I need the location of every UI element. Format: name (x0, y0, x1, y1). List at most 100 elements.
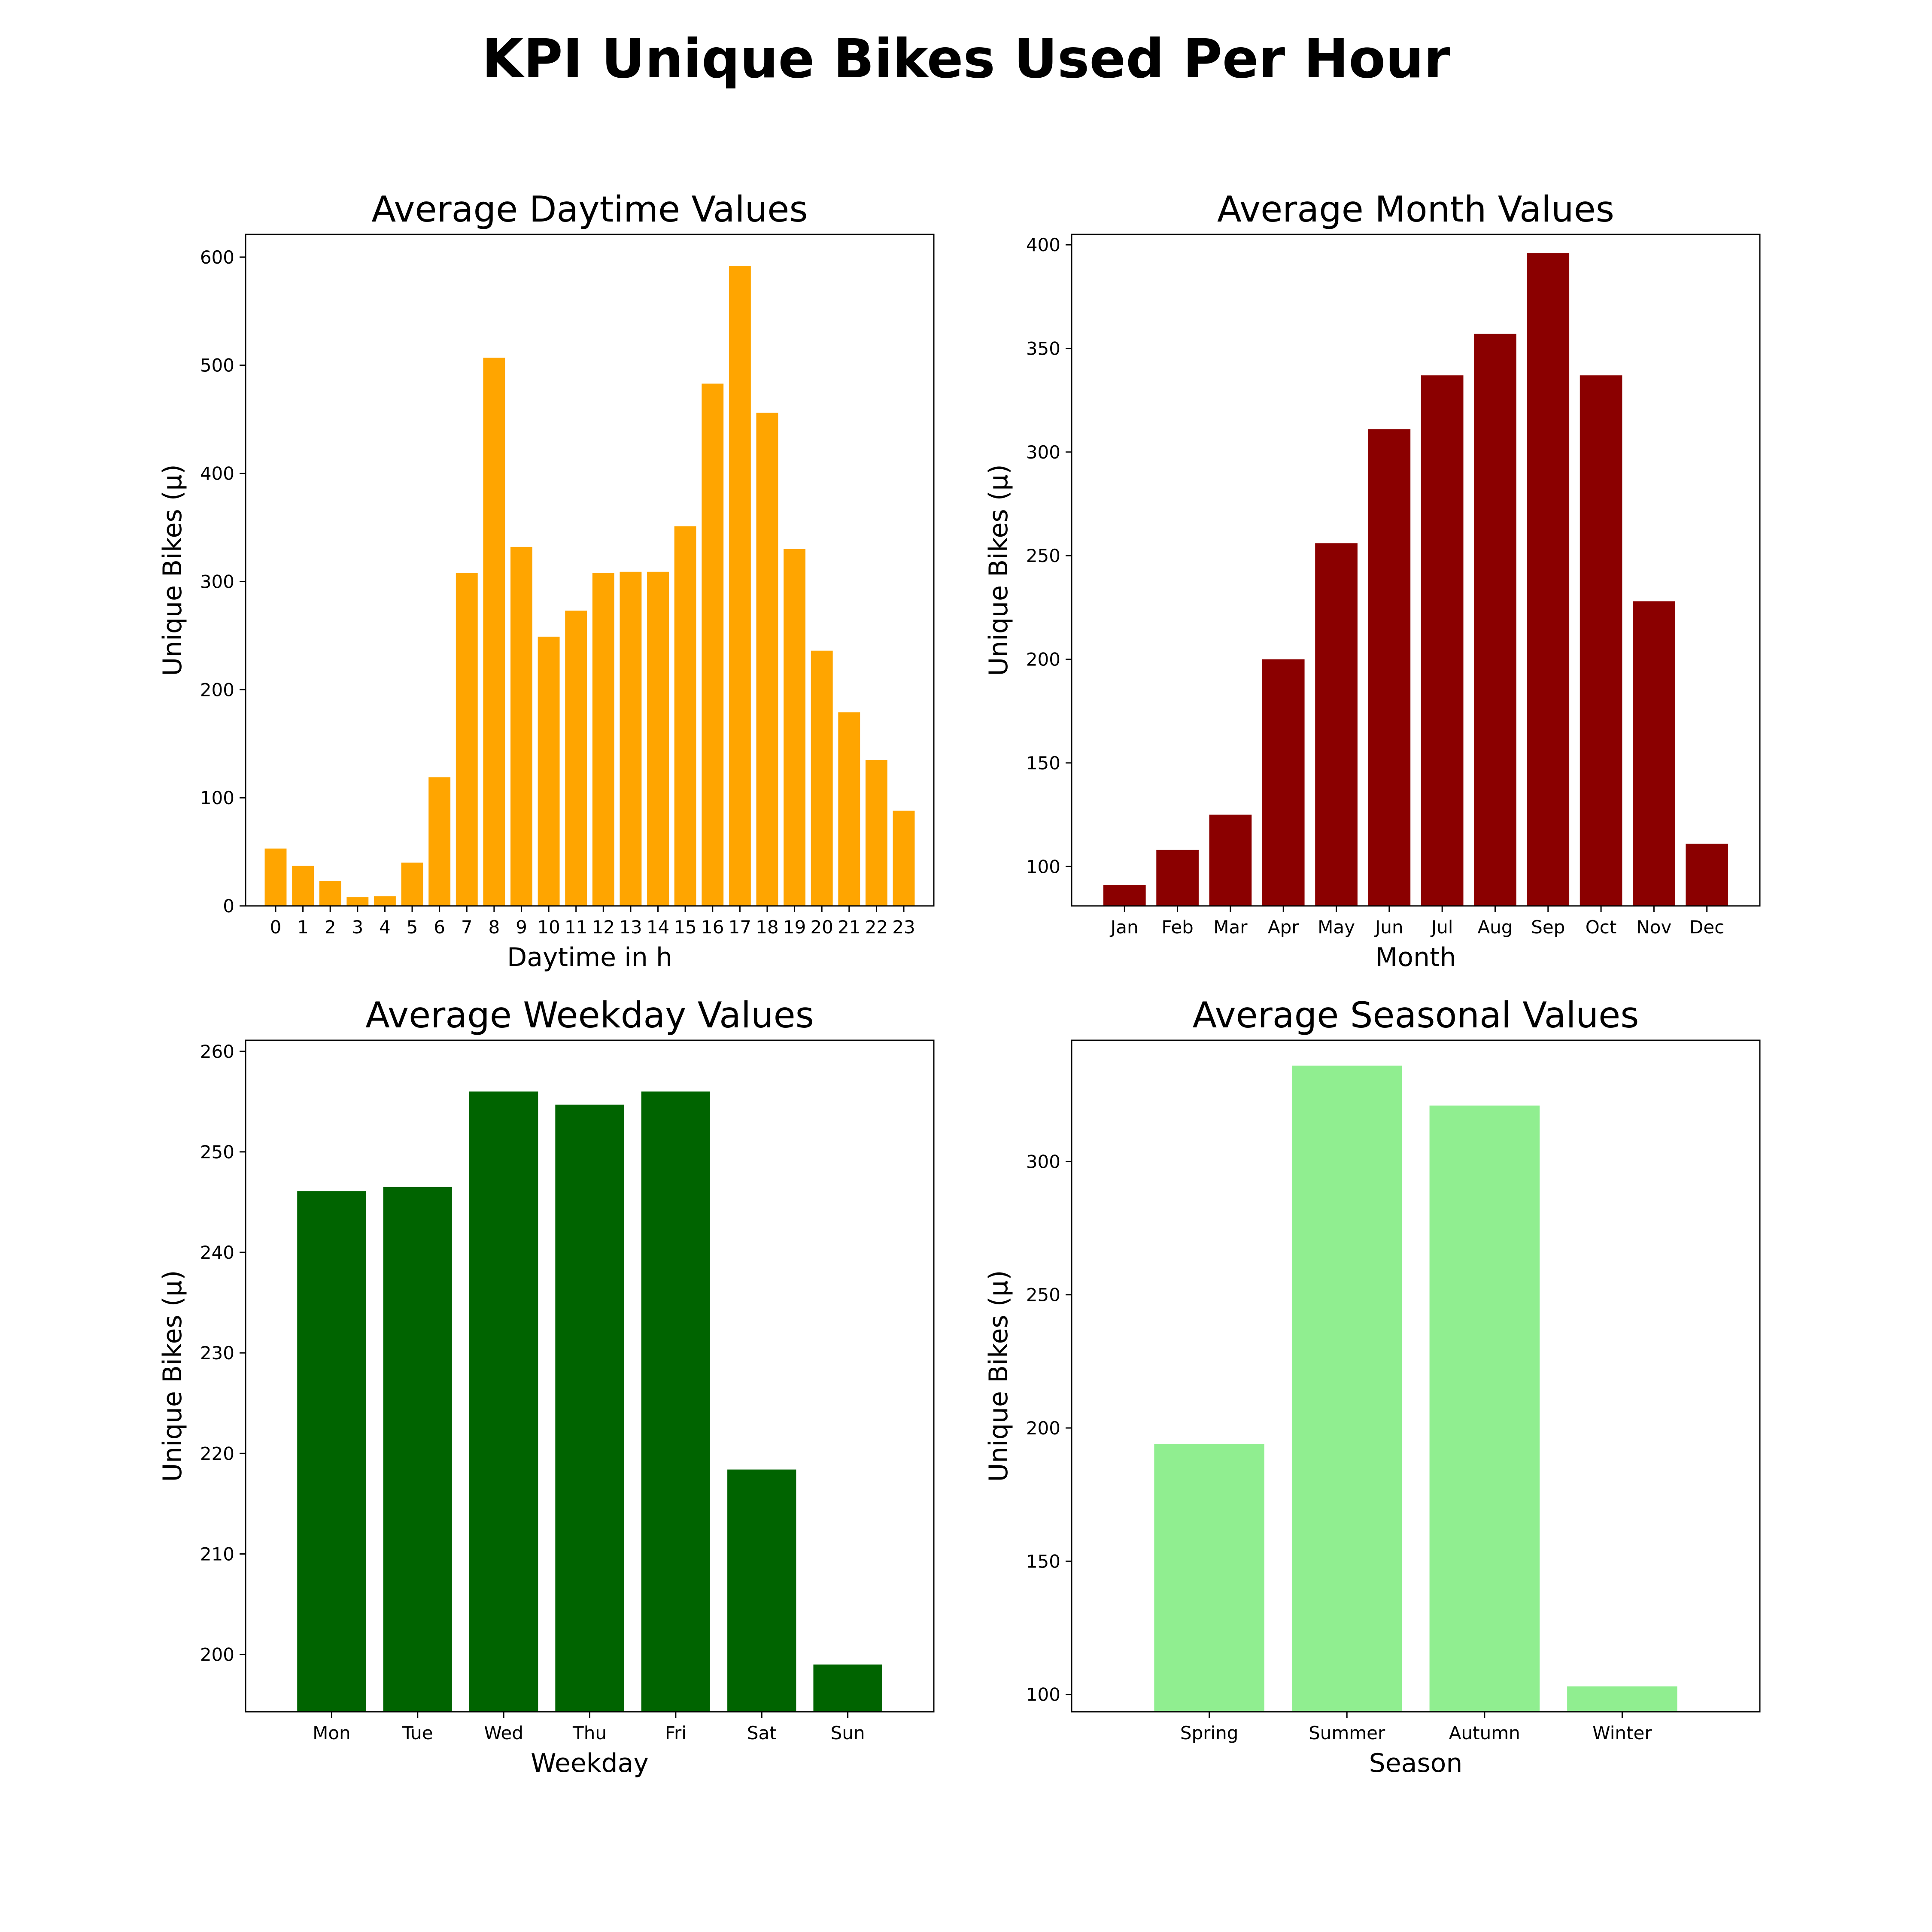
y-tick-label-daytime: 200 (200, 679, 234, 700)
x-tick-label-daytime: 1 (297, 917, 309, 938)
bar-daytime-23 (893, 811, 915, 906)
y-tick-label-season: 300 (1026, 1151, 1060, 1172)
bar-month-nov (1633, 601, 1675, 906)
y-tick-label-weekday: 220 (200, 1443, 234, 1464)
x-tick-label-month: Mar (1213, 917, 1248, 938)
panel-title-weekday: Average Weekday Values (365, 994, 814, 1036)
x-tick-label-season: Autumn (1449, 1722, 1520, 1744)
bar-month-feb (1156, 850, 1199, 906)
bar-daytime-15 (674, 526, 696, 906)
bar-daytime-22 (865, 760, 887, 906)
y-tick-label-weekday: 260 (200, 1041, 234, 1062)
x-tick-label-daytime: 21 (838, 917, 860, 938)
y-axis-label-weekday: Unique Bikes (µ) (158, 1270, 188, 1482)
bar-daytime-5 (401, 863, 423, 906)
bar-daytime-9 (510, 547, 532, 906)
x-tick-label-month: Oct (1586, 917, 1617, 938)
bar-daytime-13 (620, 571, 642, 906)
bar-weekday-thu (555, 1104, 624, 1712)
bar-daytime-6 (428, 777, 451, 906)
x-tick-label-daytime: 22 (865, 917, 888, 938)
x-tick-label-daytime: 13 (619, 917, 642, 938)
figure-title: KPI Unique Bikes Used Per Hour (482, 28, 1450, 90)
panel-title-daytime: Average Daytime Values (371, 188, 808, 230)
x-tick-label-month: Apr (1268, 917, 1299, 938)
x-tick-label-daytime: 20 (810, 917, 833, 938)
x-tick-label-daytime: 7 (461, 917, 473, 938)
x-tick-label-weekday: Wed (484, 1722, 523, 1744)
y-tick-label-month: 350 (1026, 338, 1060, 359)
x-tick-label-season: Winter (1592, 1722, 1652, 1744)
x-tick-label-month: Feb (1161, 917, 1193, 938)
y-tick-label-weekday: 250 (200, 1142, 234, 1163)
plot-frame-season (1071, 1039, 1761, 1713)
x-tick-label-season: Spring (1180, 1722, 1239, 1744)
bar-daytime-1 (292, 866, 314, 906)
bar-daytime-10 (538, 636, 560, 906)
y-tick-label-weekday: 230 (200, 1343, 234, 1364)
y-tick-label-month: 200 (1026, 649, 1060, 670)
x-tick-label-daytime: 10 (537, 917, 560, 938)
bar-daytime-4 (374, 896, 396, 906)
bar-month-dec (1686, 844, 1728, 906)
y-tick-label-season: 150 (1026, 1551, 1060, 1572)
bar-season-autumn (1429, 1106, 1540, 1712)
bar-month-oct (1580, 375, 1622, 906)
x-tick-label-daytime: 9 (516, 917, 527, 938)
bar-daytime-21 (838, 712, 860, 906)
y-tick-label-season: 200 (1026, 1418, 1060, 1439)
bar-season-spring (1154, 1444, 1264, 1712)
bar-month-aug (1474, 334, 1516, 906)
bar-daytime-11 (565, 611, 587, 906)
y-tick-label-month: 150 (1026, 753, 1060, 774)
y-tick-label-season: 100 (1026, 1684, 1060, 1705)
y-tick-label-daytime: 0 (223, 896, 234, 917)
x-tick-label-month: Sep (1531, 917, 1565, 938)
x-tick-label-month: Nov (1636, 917, 1671, 938)
x-tick-label-month: Jan (1109, 917, 1139, 938)
bar-month-may (1315, 543, 1358, 906)
plot-frame-month (1071, 234, 1761, 907)
bar-daytime-16 (702, 383, 724, 906)
bar-weekday-sat (727, 1469, 796, 1712)
bar-weekday-wed (469, 1091, 538, 1712)
x-tick-label-weekday: Thu (572, 1722, 607, 1744)
bar-weekday-tue (383, 1187, 452, 1712)
bar-daytime-0 (264, 848, 287, 906)
y-tick-label-month: 100 (1026, 856, 1060, 877)
bar-month-jul (1421, 375, 1464, 906)
y-tick-label-weekday: 200 (200, 1644, 234, 1665)
bar-daytime-20 (811, 650, 833, 906)
chart-weekday: 200 210 220 230 240 250 260 Mon Tue Wed Thu Fri Sat S… (158, 994, 935, 1778)
x-tick-label-month: Aug (1477, 917, 1513, 938)
x-tick-label-weekday: Mon (313, 1722, 351, 1744)
x-tick-label-weekday: Sat (747, 1722, 777, 1744)
x-tick-label-weekday: Sun (831, 1722, 865, 1744)
y-tick-label-weekday: 210 (200, 1543, 234, 1564)
bar-weekday-sun (813, 1664, 882, 1712)
x-axis-label-season: Season (1369, 1748, 1463, 1778)
y-tick-label-month: 400 (1026, 234, 1060, 255)
bar-month-mar (1209, 814, 1252, 906)
bar-weekday-fri (641, 1091, 711, 1712)
x-tick-label-daytime: 17 (729, 917, 751, 938)
chart-season: 100 150 200 250 300 Spring Summer Autumn Winter A… (984, 994, 1761, 1778)
y-axis-label-month: Unique Bikes (µ) (984, 464, 1014, 676)
x-tick-label-daytime: 11 (565, 917, 587, 938)
x-tick-label-month: Jun (1374, 917, 1403, 938)
x-tick-label-daytime: 4 (379, 917, 391, 938)
x-tick-label-daytime: 0 (270, 917, 282, 938)
panel-title-season: Average Seasonal Values (1193, 994, 1639, 1036)
chart-month: 100 150 200 250 300 350 400 Jan Feb Mar Apr May Jun J… (984, 188, 1761, 972)
x-tick-label-daytime: 5 (407, 917, 418, 938)
x-tick-label-daytime: 12 (592, 917, 615, 938)
x-tick-label-daytime: 2 (325, 917, 336, 938)
bar-daytime-17 (729, 266, 751, 906)
bar-daytime-7 (456, 573, 478, 906)
x-tick-label-month: Dec (1689, 917, 1724, 938)
y-tick-label-daytime: 500 (200, 355, 234, 376)
